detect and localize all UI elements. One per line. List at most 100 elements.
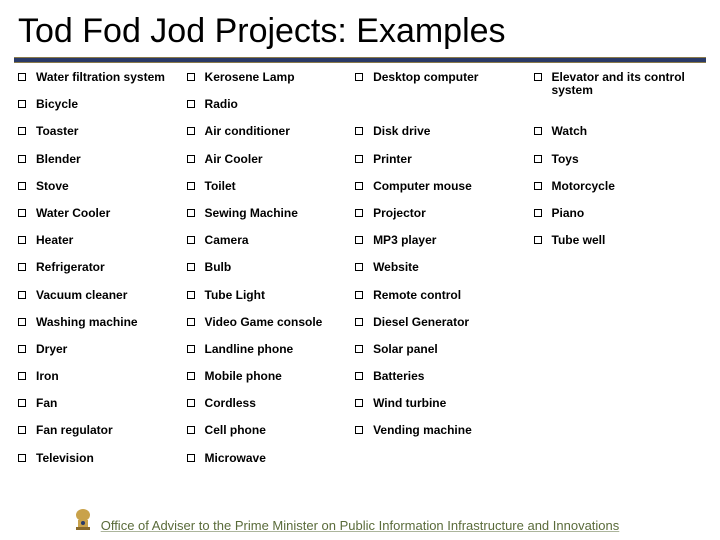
- list-item: Tube well: [530, 234, 706, 261]
- list-item: Bulb: [183, 261, 352, 288]
- square-bullet-icon: [187, 291, 195, 299]
- list-item-label: Disk drive: [373, 125, 430, 138]
- list-item-label: Piano: [552, 207, 585, 220]
- square-bullet-icon: [534, 127, 542, 135]
- list-item-label: Video Game console: [205, 316, 323, 329]
- list-item: Fan regulator: [14, 424, 183, 451]
- list-item-label: Sewing Machine: [205, 207, 298, 220]
- square-bullet-icon: [355, 426, 363, 434]
- list-item-label: Computer mouse: [373, 180, 472, 193]
- square-bullet-icon: [187, 426, 195, 434]
- list-item: Water Cooler: [14, 207, 183, 234]
- square-bullet-icon: [187, 209, 195, 217]
- square-bullet-icon: [18, 236, 26, 244]
- list-item: Wind turbine: [351, 397, 529, 424]
- list-item-label: Tube Light: [205, 289, 265, 302]
- column-3: Desktop computer Disk drive Printer Compute…: [351, 71, 529, 479]
- list-item: Mobile phone: [183, 370, 352, 397]
- list-item: Tube Light: [183, 289, 352, 316]
- list-item: Air conditioner: [183, 125, 352, 152]
- square-bullet-icon: [534, 182, 542, 190]
- list-item: Computer mouse: [351, 180, 529, 207]
- list-item: Website: [351, 261, 529, 288]
- list-item-label: Dryer: [36, 343, 67, 356]
- list-item-label: Camera: [205, 234, 249, 247]
- list-item: Radio: [183, 98, 352, 125]
- list-item-label: Radio: [205, 98, 238, 111]
- list-item: Water filtration system: [14, 71, 183, 98]
- list-item: Landline phone: [183, 343, 352, 370]
- list-item: Motorcycle: [530, 180, 706, 207]
- square-bullet-icon: [187, 345, 195, 353]
- list-item-label: Blender: [36, 153, 81, 166]
- columns: Water filtration systemBicycle ToasterBle…: [14, 71, 706, 479]
- square-bullet-icon: [18, 291, 26, 299]
- list-item: Stove: [14, 180, 183, 207]
- list-item-label: Elevator and its control system: [552, 71, 702, 97]
- list-item-label: Desktop computer: [373, 71, 478, 84]
- square-bullet-icon: [355, 209, 363, 217]
- square-bullet-icon: [187, 372, 195, 380]
- square-bullet-icon: [18, 345, 26, 353]
- list-item-label: Motorcycle: [552, 180, 615, 193]
- list-item-label: Cell phone: [205, 424, 266, 437]
- square-bullet-icon: [187, 399, 195, 407]
- list-item: Cordless: [183, 397, 352, 424]
- list-item-label: Batteries: [373, 370, 424, 383]
- list-item: Fan: [14, 397, 183, 424]
- list-item: Elevator and its control system: [530, 71, 706, 125]
- square-bullet-icon: [534, 155, 542, 163]
- list-item-label: Air Cooler: [205, 153, 263, 166]
- column-1: Water filtration systemBicycle ToasterBle…: [14, 71, 183, 479]
- square-bullet-icon: [355, 127, 363, 135]
- square-bullet-icon: [18, 100, 26, 108]
- list-item: Solar panel: [351, 343, 529, 370]
- column-4: Elevator and its control system WatchToys…: [530, 71, 706, 479]
- list-item: Remote control: [351, 289, 529, 316]
- list-item-label: Microwave: [205, 452, 266, 465]
- square-bullet-icon: [355, 318, 363, 326]
- list-item: Watch: [530, 125, 706, 152]
- square-bullet-icon: [355, 155, 363, 163]
- square-bullet-icon: [18, 399, 26, 407]
- square-bullet-icon: [355, 73, 363, 81]
- list-item-label: Wind turbine: [373, 397, 446, 410]
- list-item-label: Fan regulator: [36, 424, 113, 437]
- slide: Tod Fod Jod Projects: Examples Water fil…: [0, 0, 720, 540]
- list-item-label: Projector: [373, 207, 426, 220]
- list-item: Kerosene Lamp: [183, 71, 352, 98]
- list-item: Iron: [14, 370, 183, 397]
- list-item: Diesel Generator: [351, 316, 529, 343]
- list-item-label: Bulb: [205, 261, 232, 274]
- list-item: Piano: [530, 207, 706, 234]
- list-item-label: Tube well: [552, 234, 606, 247]
- list-item: Projector: [351, 207, 529, 234]
- list-item: Toaster: [14, 125, 183, 152]
- list-item: Blender: [14, 153, 183, 180]
- list-item-label: Remote control: [373, 289, 461, 302]
- list-item-label: Toys: [552, 153, 579, 166]
- square-bullet-icon: [18, 209, 26, 217]
- content-area: Water filtration systemBicycle ToasterBle…: [0, 63, 720, 479]
- list-item-label: Printer: [373, 153, 412, 166]
- list-item-label: Iron: [36, 370, 59, 383]
- square-bullet-icon: [534, 73, 542, 81]
- square-bullet-icon: [355, 182, 363, 190]
- square-bullet-icon: [534, 236, 542, 244]
- square-bullet-icon: [187, 155, 195, 163]
- square-bullet-icon: [187, 73, 195, 81]
- list-item: Camera: [183, 234, 352, 261]
- list-item-label: Diesel Generator: [373, 316, 469, 329]
- footer-text: Office of Adviser to the Prime Minister …: [101, 518, 620, 534]
- square-bullet-icon: [18, 318, 26, 326]
- list-item-label: Bicycle: [36, 98, 78, 111]
- square-bullet-icon: [187, 182, 195, 190]
- square-bullet-icon: [187, 263, 195, 271]
- list-item: Microwave: [183, 452, 352, 479]
- list-item-label: Toilet: [205, 180, 236, 193]
- square-bullet-icon: [18, 454, 26, 462]
- list-item: Toys: [530, 153, 706, 180]
- list-item-label: Landline phone: [205, 343, 294, 356]
- list-item: Vending machine: [351, 424, 529, 478]
- list-item: Dryer: [14, 343, 183, 370]
